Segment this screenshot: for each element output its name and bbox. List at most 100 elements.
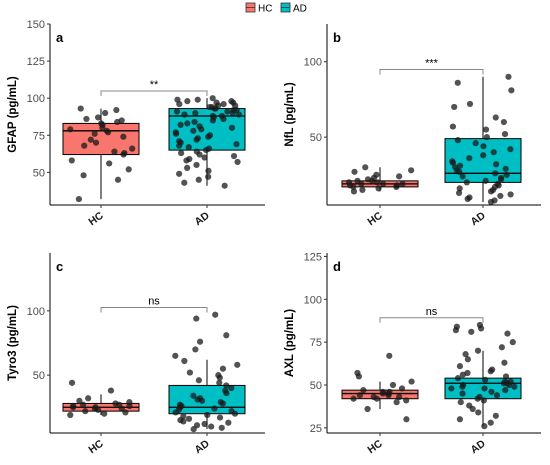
data-point — [223, 332, 230, 339]
data-point — [177, 121, 184, 128]
box-ad: AD — [168, 95, 246, 228]
y-tick-label: 50 — [33, 167, 45, 179]
data-point — [492, 412, 499, 419]
data-point — [481, 385, 488, 392]
data-point — [493, 392, 501, 399]
data-point — [234, 361, 241, 368]
data-point — [82, 408, 89, 415]
data-point — [87, 136, 94, 143]
data-point — [481, 423, 488, 430]
data-point — [107, 387, 115, 394]
data-point — [456, 162, 464, 169]
data-point — [198, 397, 206, 404]
x-tick-label: HC — [86, 209, 106, 228]
data-point — [206, 103, 213, 111]
data-point — [85, 395, 92, 402]
data-point — [195, 176, 202, 183]
box-iqr — [341, 389, 419, 400]
data-point — [95, 114, 102, 121]
data-point — [201, 420, 208, 428]
significance-label: *** — [425, 58, 439, 70]
data-point — [478, 325, 485, 332]
data-point — [120, 133, 127, 140]
data-point — [350, 188, 358, 195]
data-point — [480, 397, 487, 404]
data-point — [92, 139, 100, 146]
data-point — [204, 411, 211, 419]
data-point — [76, 397, 83, 404]
data-point — [355, 373, 363, 380]
y-tick-label: 100 — [304, 57, 322, 69]
data-point — [205, 173, 212, 180]
data-point — [389, 381, 397, 389]
data-point — [228, 124, 236, 131]
data-point — [225, 419, 232, 426]
data-point — [224, 108, 231, 115]
data-point — [505, 381, 513, 389]
data-point — [77, 105, 84, 112]
data-point — [205, 167, 212, 174]
y-tick-label: 25 — [310, 423, 322, 435]
data-point — [181, 357, 188, 365]
data-point — [234, 158, 241, 166]
panel-b: 50 100 NfL (pg/mL) b HC AD *** — [284, 24, 541, 228]
data-point — [105, 129, 112, 136]
data-point — [350, 395, 357, 402]
y-tick-label: 100 — [27, 93, 45, 105]
data-point — [176, 101, 183, 108]
box-ad: AD — [168, 311, 246, 456]
data-point — [452, 327, 459, 334]
data-point — [490, 149, 497, 156]
data-point — [358, 180, 365, 187]
data-point — [493, 161, 500, 168]
significance-bracket: ** — [100, 79, 208, 96]
bracket-line — [379, 317, 484, 323]
y-tick-label: 100 — [304, 294, 322, 306]
data-point — [91, 130, 98, 137]
data-point — [463, 179, 470, 186]
data-point — [469, 405, 476, 413]
data-point — [482, 177, 489, 184]
panels: 50 75 100 125 150 GFAP (pg/mL) a HC AD ** 50 100 NfL… — [7, 19, 541, 456]
box-hc: HC — [62, 105, 140, 228]
data-point — [501, 131, 509, 138]
data-point — [466, 100, 474, 108]
data-point — [350, 183, 357, 190]
data-point — [498, 344, 505, 351]
data-point — [455, 189, 463, 197]
data-point — [374, 179, 381, 186]
data-point — [194, 96, 201, 103]
significance-label: ns — [148, 296, 160, 308]
data-point — [482, 126, 490, 133]
data-point — [219, 400, 226, 407]
x-tick-label: AD — [192, 209, 212, 228]
data-point — [211, 405, 218, 412]
data-point — [502, 387, 509, 394]
data-point — [393, 399, 400, 406]
data-point — [480, 152, 487, 159]
data-point — [459, 371, 466, 378]
y-tick-label: 100 — [27, 306, 45, 318]
data-point — [474, 395, 481, 402]
data-point — [125, 166, 132, 173]
data-point — [454, 137, 461, 144]
data-point — [118, 405, 125, 412]
data-point — [379, 390, 387, 397]
data-point — [114, 176, 122, 183]
data-point — [459, 383, 466, 390]
data-point — [507, 191, 514, 198]
panel-letter: c — [56, 259, 63, 274]
data-point — [120, 151, 127, 158]
data-point — [223, 390, 230, 397]
data-point — [393, 183, 400, 190]
y-tick-label: 125 — [304, 251, 322, 263]
data-point — [220, 115, 227, 123]
legend-label-hc: HC — [258, 4, 272, 15]
data-point — [102, 109, 109, 117]
data-point — [356, 392, 363, 399]
data-point — [454, 375, 462, 382]
data-point — [373, 395, 380, 402]
data-point — [185, 415, 193, 422]
data-point — [191, 118, 198, 126]
data-point — [184, 98, 191, 105]
